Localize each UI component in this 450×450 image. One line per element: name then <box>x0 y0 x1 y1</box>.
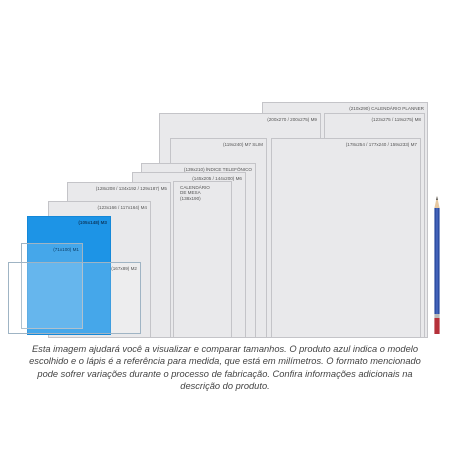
pencil-icon <box>434 196 440 334</box>
calendario-mesa-line-1: CALENDÁRIO <box>180 185 210 190</box>
sheet-calendario-mesa: CALENDÁRIO DE MESA (138x190) <box>173 181 232 338</box>
size-label-calendario-mesa: CALENDÁRIO DE MESA (138x190) <box>180 185 210 201</box>
sheet-m7: (178x254 / 177x240 / 159x233) M7 <box>271 138 421 338</box>
selected-product-m3: (105x148) M3 <box>27 216 111 335</box>
size-label-m8: (123x275 / 119x275) M8 <box>371 117 421 122</box>
size-label-m5: (128x208 / 134x192 / 129x187) M5 <box>95 186 167 191</box>
size-label-m6: (145x205 / 144x200) M6 <box>192 176 242 181</box>
outline-m2: (167x89) M2 <box>8 262 141 334</box>
size-label-m3: (105x148) M3 <box>78 220 107 225</box>
calendario-mesa-line-3: (138x190) <box>180 195 201 201</box>
outline-m1: (71x100) M1 <box>21 243 83 329</box>
size-label-m7-slim: (119x240) M7 SLIM <box>223 142 263 147</box>
size-label-m7: (178x254 / 177x240 / 159x233) M7 <box>345 142 417 147</box>
size-label-m1: (71x100) M1 <box>53 247 79 252</box>
size-label-calendario-planner: (210x290) CALENDÁRIO PLANNER <box>349 106 424 111</box>
comparison-caption: Esta imagem ajudará você a visualizar e … <box>29 344 421 392</box>
size-label-indice-telefonico: (139x210) ÍNDICE TELEFÔNICO <box>183 167 252 172</box>
size-label-m2: (167x89) M2 <box>111 266 137 271</box>
calendario-mesa-line-2: DE MESA <box>180 190 201 196</box>
size-label-m9: (200x270 / 200x275) M9 <box>267 117 317 122</box>
size-label-m4: (123x166 / 117x164) M4 <box>97 205 147 210</box>
